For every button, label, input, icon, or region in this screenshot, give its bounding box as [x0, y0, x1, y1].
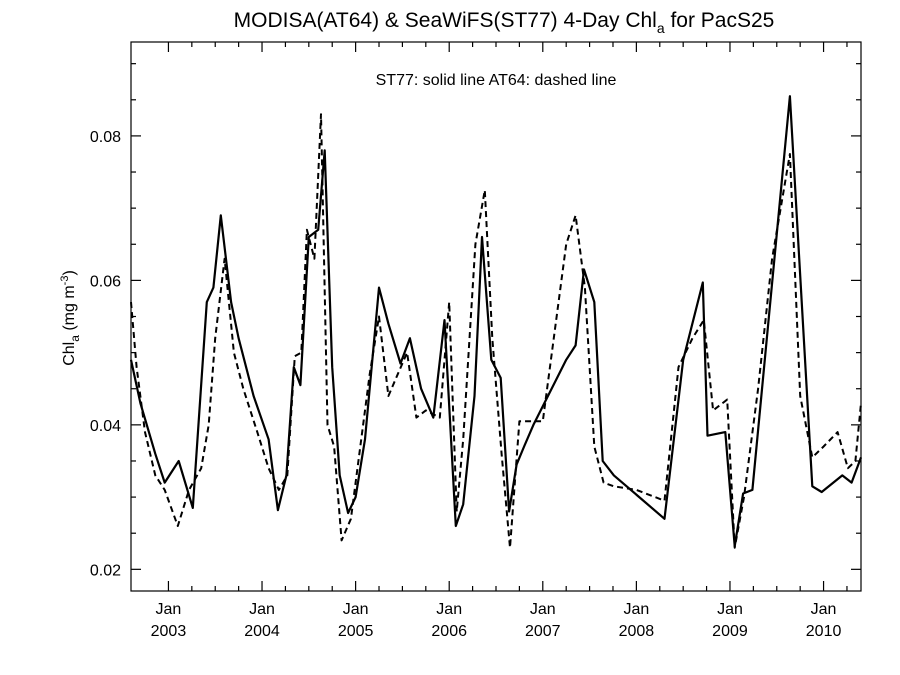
y-axis-label-superscript: -3 — [59, 276, 71, 286]
x-tick-label-month: Jan — [811, 601, 837, 618]
y-axis-label-units-suffix: ) — [61, 270, 78, 275]
x-tick-label-month: Jan — [623, 601, 649, 618]
x-tick-label-month: Jan — [717, 601, 743, 618]
y-axis-label-main: Chl — [61, 342, 78, 366]
chart-title-main: MODISA(AT64) & SeaWiFS(ST77) 4-Day Chl — [234, 9, 657, 32]
legend-annotation: ST77: solid line AT64: dashed line — [376, 72, 617, 89]
y-axis-label-subscript: a — [68, 335, 82, 342]
x-tick-label-year: 2010 — [806, 623, 842, 640]
x-tick-label-year: 2007 — [525, 623, 561, 640]
x-tick-label-year: 2003 — [151, 623, 187, 640]
y-axis-label-units-prefix: (mg m — [61, 285, 78, 335]
chart-title-tail: for PacS25 — [665, 9, 775, 32]
chart-title-subscript: a — [657, 20, 665, 36]
plot-frame — [130, 41, 862, 592]
x-tick-label-year: 2005 — [338, 623, 374, 640]
x-tick-label-year: 2008 — [619, 623, 655, 640]
y-tick-label: 0.04 — [90, 418, 121, 435]
x-tick-label-month: Jan — [436, 601, 462, 618]
x-tick-label-month: Jan — [530, 601, 556, 618]
y-axis-ticks: 0.02 0.04 0.06 0.08 — [90, 63, 861, 579]
x-tick-label-year: 2004 — [244, 623, 280, 640]
x-tick-label-month: Jan — [249, 601, 275, 618]
y-tick-label: 0.02 — [90, 562, 121, 579]
x-tick-label-month: Jan — [343, 601, 369, 618]
series-at64-dashed-line — [130, 113, 862, 549]
y-axis-label: Chla (mg m-3) — [59, 270, 82, 366]
series-st77-solid-line — [129, 95, 863, 548]
chart-title: MODISA(AT64) & SeaWiFS(ST77) 4-Day Chla … — [234, 9, 775, 36]
x-tick-label-month: Jan — [156, 601, 182, 618]
x-tick-label-year: 2009 — [712, 623, 748, 640]
x-tick-label-year: 2006 — [431, 623, 467, 640]
x-axis-ticks: Jan 2003 Jan 2004 Jan 2005 Jan 2006 Jan 2007 Jan 20… — [151, 42, 848, 640]
y-tick-label: 0.06 — [90, 273, 121, 290]
y-tick-label: 0.08 — [90, 129, 121, 146]
